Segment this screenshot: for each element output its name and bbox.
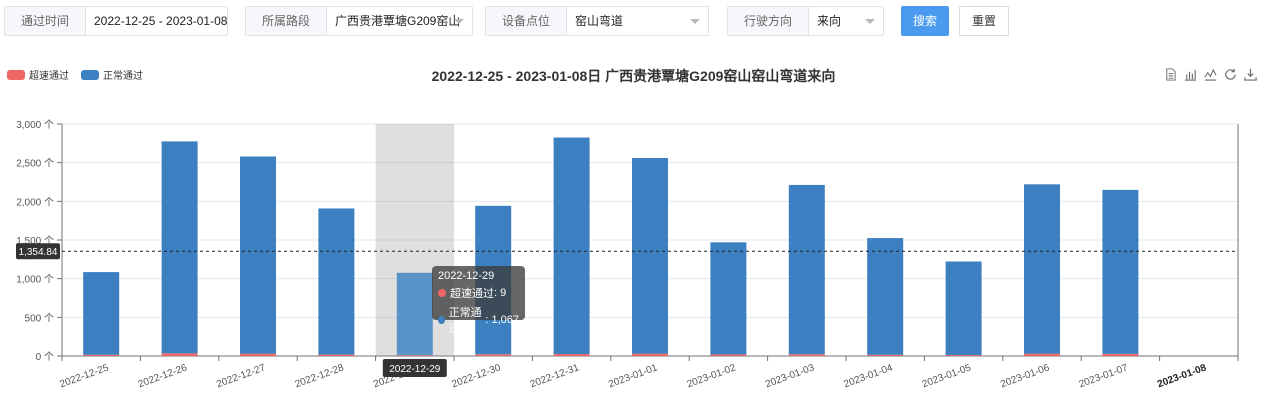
bar-speeding <box>1024 353 1060 356</box>
x-tick-label: 2022-12-25 <box>58 362 110 390</box>
point-select[interactable]: 窑山弯道 <box>567 7 708 35</box>
bar-speeding <box>240 353 276 356</box>
x-tick-label: 2022-12-31 <box>529 362 581 390</box>
y-tick-label: 2,500 个 <box>16 158 54 170</box>
average-label-bg <box>16 243 60 260</box>
bar-speeding <box>867 354 904 356</box>
bar-speeding <box>83 354 120 356</box>
bar-normal <box>788 184 825 355</box>
y-tick-label: 2,000 个 <box>16 196 54 208</box>
average-label: 1,354.84 <box>19 247 58 258</box>
bar-speeding <box>553 354 590 356</box>
bar-normal <box>553 137 590 355</box>
reset-button[interactable]: 重置 <box>959 6 1009 36</box>
x-tick-label: 2023-01-02 <box>686 362 738 390</box>
bar-normal <box>396 272 433 356</box>
x-tick-label: 2023-01-06 <box>999 362 1051 390</box>
tooltip-row-normal: 正常通过: 1,067 <box>438 304 519 336</box>
refresh-icon[interactable] <box>1224 68 1237 81</box>
tooltip-dot <box>438 316 445 324</box>
bar-speeding <box>1102 353 1139 356</box>
tooltip-series-name: 正常通过 <box>448 307 482 335</box>
legend-swatch <box>7 69 25 80</box>
legend-item-speeding[interactable]: 超速通过 <box>7 67 69 82</box>
legend-item-normal[interactable]: 正常通过 <box>81 67 143 82</box>
bar-speeding <box>396 355 433 356</box>
bar-normal <box>1024 184 1060 354</box>
download-icon[interactable] <box>1244 68 1257 81</box>
chart-legend: 超速通过 正常通过 <box>7 67 155 82</box>
point-label: 设备点位 <box>486 7 567 35</box>
bar-speeding <box>788 354 825 356</box>
x-tick-label: 2023-01-01 <box>607 362 659 390</box>
chart-tooltip: 2022-12-29 超速通过: 9 正常通过: 1,067 <box>432 266 525 335</box>
y-tick-label: 0 个 <box>36 351 54 363</box>
direction-select-value: 来向 <box>817 14 842 28</box>
bar-speeding <box>475 354 512 356</box>
axis-pointer-label: 2022-12-29 <box>389 364 441 375</box>
road-filter[interactable]: 所属路段 广西贵港覃塘G209窑山 <box>245 6 473 36</box>
data-view-icon[interactable] <box>1164 68 1177 81</box>
chevron-down-icon <box>454 19 464 24</box>
point-select-value: 窑山弯道 <box>575 14 624 28</box>
axis-pointer-label-bg <box>382 359 447 377</box>
x-tick-label: 2022-12-28 <box>294 362 346 390</box>
tooltip-row-speeding: 超速通过: 9 <box>438 285 519 301</box>
x-tick-label: 2023-01-07 <box>1078 362 1130 390</box>
x-tick-label: 2023-01-03 <box>764 362 816 390</box>
road-select[interactable]: 广西贵港覃塘G209窑山 <box>327 7 472 35</box>
x-tick-label: 2022-12-30 <box>450 362 502 390</box>
x-tick-label: 2022-12-26 <box>137 362 189 390</box>
chart-title: 2022-12-25 - 2023-01-08日 广西贵港覃塘G209窑山窑山弯… <box>431 68 836 84</box>
tooltip-series-name: 超速通过 <box>450 288 494 300</box>
line-chart-icon[interactable] <box>1204 68 1217 81</box>
bar-speeding <box>161 353 198 356</box>
bar-normal <box>240 156 276 354</box>
point-filter[interactable]: 设备点位 窑山弯道 <box>485 6 709 36</box>
time-range-input[interactable]: 2022-12-25 - 2023-01-08 <box>94 14 227 28</box>
legend-label: 正常通过 <box>103 71 143 82</box>
x-tick-label: 2023-01-05 <box>921 362 973 390</box>
bar-normal <box>867 238 904 355</box>
tooltip-dot <box>438 289 446 297</box>
bar-normal <box>161 141 198 354</box>
bar-normal <box>945 261 982 356</box>
bar-speeding <box>710 354 747 356</box>
y-tick-label: 500 个 <box>25 312 54 324</box>
tooltip-series-value: 9 <box>500 287 507 299</box>
road-label: 所属路段 <box>246 7 327 35</box>
search-button[interactable]: 搜索 <box>901 6 949 36</box>
chevron-down-icon <box>865 19 875 24</box>
y-tick-label: 1,000 个 <box>16 274 54 286</box>
chart-toolbox <box>1164 68 1257 81</box>
y-tick-label: 3,000 个 <box>16 119 54 131</box>
legend-swatch <box>81 69 99 80</box>
time-range-filter[interactable]: 通过时间 2022-12-25 - 2023-01-08 <box>4 6 228 36</box>
bar-normal <box>83 272 120 355</box>
tooltip-title: 2022-12-29 <box>438 270 495 282</box>
bar-speeding <box>945 355 982 356</box>
road-select-value: 广西贵港覃塘G209窑山 <box>335 14 461 28</box>
x-tick-label: 2022-12-27 <box>215 362 267 390</box>
bar-chart-icon[interactable] <box>1184 68 1197 81</box>
legend-label: 超速通过 <box>29 71 69 82</box>
chevron-down-icon <box>690 19 700 24</box>
direction-label: 行驶方向 <box>728 7 809 35</box>
time-range-label: 通过时间 <box>5 7 86 35</box>
filter-bar: 通过时间 2022-12-25 - 2023-01-08 所属路段 广西贵港覃塘… <box>0 6 1267 36</box>
bar-speeding <box>318 354 355 356</box>
direction-select[interactable]: 来向 <box>809 7 883 35</box>
bar-normal <box>632 158 668 354</box>
bar-normal <box>1102 189 1139 354</box>
x-tick-label: 2023-01-08 <box>1156 362 1208 390</box>
bar-normal <box>318 208 355 355</box>
direction-filter[interactable]: 行驶方向 来向 <box>727 6 884 36</box>
tooltip-series-value: 1,067 <box>491 314 519 326</box>
x-tick-label: 2023-01-04 <box>842 362 894 390</box>
bar-normal <box>710 242 747 355</box>
bar-speeding <box>632 353 668 356</box>
